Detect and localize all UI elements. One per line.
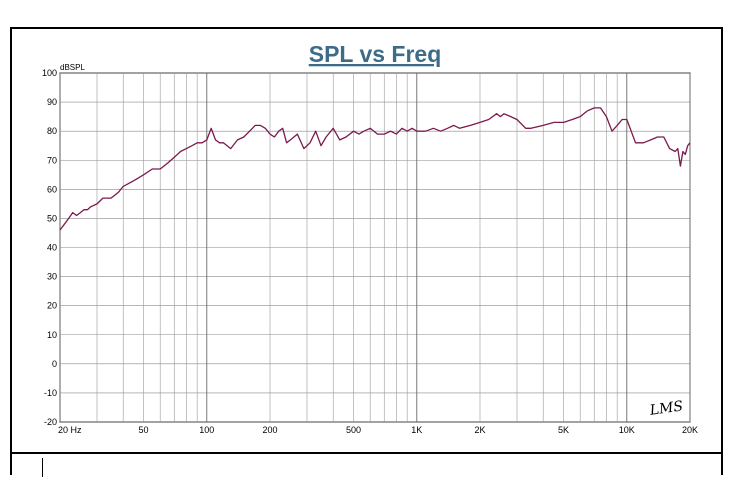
y-tick-label: 40: [47, 243, 57, 253]
bottom-panel: [10, 452, 723, 477]
x-tick-label: 500: [346, 425, 361, 435]
axis-ticks: -20 -10 0 10 20 30 40 50 60 70 80 90 100 20 Hz 50 100 20…: [42, 68, 698, 435]
chart-title: SPL vs Freq: [309, 41, 442, 67]
y-tick-label: 80: [47, 126, 57, 136]
y-tick-label: 50: [47, 213, 57, 223]
lms-logo: LMS: [648, 398, 684, 419]
x-tick-label: 200: [262, 425, 277, 435]
x-tick-label: 50: [139, 425, 149, 435]
x-tick-label: 20K: [682, 425, 698, 435]
y-tick-label: 10: [47, 330, 57, 340]
x-tick-label: 20 Hz: [58, 425, 82, 435]
grid: [59, 72, 691, 423]
series-layer: [59, 107, 691, 231]
y-tick-label: 90: [47, 97, 57, 107]
y-tick-label: 60: [47, 184, 57, 194]
series-line: [59, 107, 691, 231]
y-tick-label: 30: [47, 272, 57, 282]
y-tick-label: 100: [42, 68, 57, 78]
y-tick-label: -20: [44, 417, 57, 427]
x-tick-label: 1K: [411, 425, 422, 435]
y-tick-label: 20: [47, 301, 57, 311]
y-axis-unit-label: dBSPL: [60, 63, 85, 72]
x-tick-label: 10K: [619, 425, 635, 435]
y-tick-label: 0: [52, 359, 57, 369]
y-tick-label: 70: [47, 155, 57, 165]
x-tick-label: 100: [199, 425, 214, 435]
x-tick-label: 2K: [474, 425, 485, 435]
x-tick-label: 5K: [558, 425, 569, 435]
y-tick-label: -10: [44, 388, 57, 398]
